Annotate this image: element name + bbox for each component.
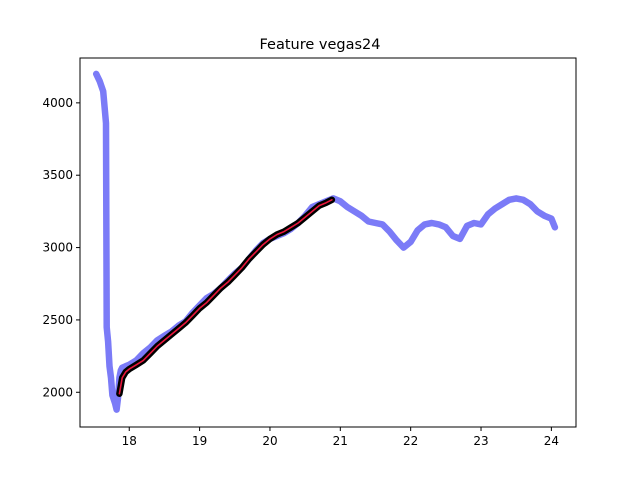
chart-title: Feature vegas24 — [260, 37, 381, 53]
series-line-3 — [118, 199, 333, 395]
y-tick-label: 3500 — [42, 168, 73, 182]
series-layer — [92, 70, 559, 413]
x-tick-label: 23 — [473, 434, 488, 448]
x-tick-label: 24 — [544, 434, 559, 448]
x-tick-label: 20 — [262, 434, 277, 448]
y-tick-label: 3000 — [42, 241, 73, 255]
x-axis: 18 19 20 21 22 23 24 — [122, 427, 559, 448]
y-tick-label: 2000 — [42, 385, 73, 399]
plot-area: 18 19 20 21 22 23 24 2000 2500 3000 3500 4000 — [42, 57, 577, 448]
axes-frame — [79, 57, 577, 428]
x-tick-label: 19 — [192, 434, 207, 448]
x-tick-label: 21 — [333, 434, 348, 448]
x-tick-label: 22 — [403, 434, 418, 448]
y-tick-label: 2500 — [42, 313, 73, 327]
y-tick-label: 4000 — [42, 96, 73, 110]
x-tick-label: 18 — [122, 434, 137, 448]
y-axis: 2000 2500 3000 3500 4000 — [42, 96, 80, 399]
